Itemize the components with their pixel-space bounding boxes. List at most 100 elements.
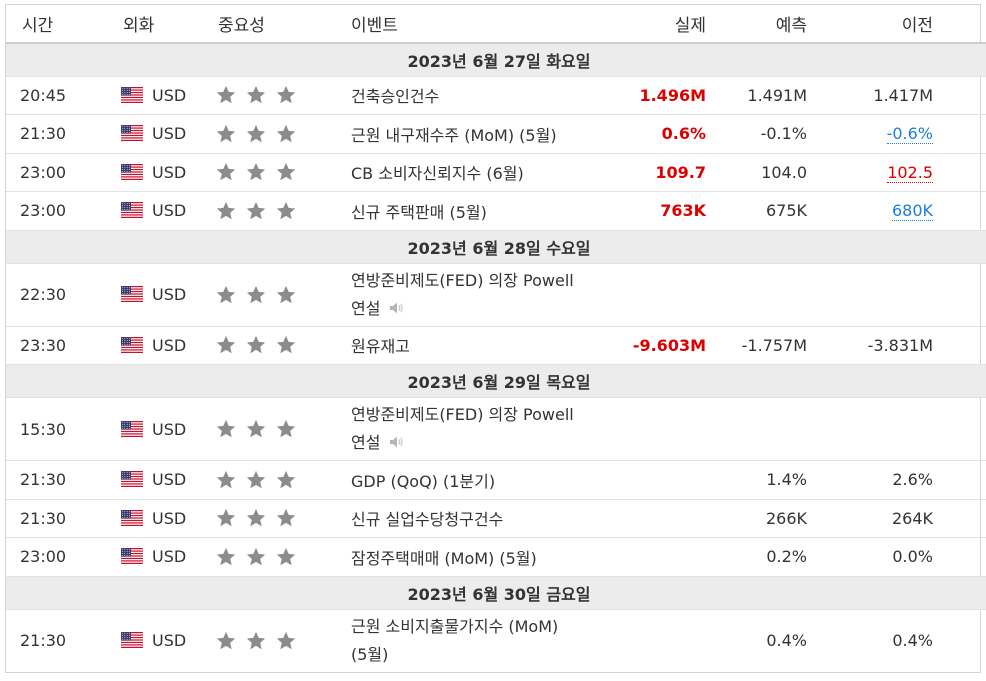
- col-importance-header[interactable]: 중요성: [215, 5, 349, 44]
- speaker-icon: [390, 302, 404, 313]
- event-title-line2[interactable]: 연설: [351, 433, 381, 452]
- event-previous: 0.4%: [809, 608, 935, 672]
- event-actual: [619, 608, 708, 672]
- event-title[interactable]: 잠정주택매매 (MoM) (5월): [351, 548, 537, 568]
- star-icon: [216, 509, 236, 527]
- event-time: 23:00: [6, 537, 117, 576]
- event-previous: [809, 397, 935, 461]
- event-title-line1[interactable]: 연방준비제도(FED) 의장 Powell: [351, 405, 574, 424]
- row-spacer: [935, 75, 986, 115]
- event-title-cell[interactable]: 신규 주택판매 (5월): [349, 191, 619, 230]
- event-time: 23:00: [6, 191, 117, 230]
- us-flag-icon: [121, 548, 143, 565]
- event-title-line2-wrap: (5월): [351, 641, 619, 669]
- event-title-line2[interactable]: 연설: [351, 298, 381, 318]
- event-row[interactable]: 23:00 USD 잠정주택매매 (MoM) (5월) 0.2% 0.0%: [6, 537, 986, 576]
- col-forecast-header[interactable]: 예측: [708, 5, 809, 44]
- star-icon: [216, 547, 236, 565]
- event-row[interactable]: 20:45 USD 건축승인건수 1.496M 1.491M 1.417M: [6, 75, 986, 115]
- event-row[interactable]: 23:00 USD 신규 주택판매 (5월) 763K 675K 680K: [6, 191, 986, 230]
- event-previous: -3.831M: [809, 325, 935, 365]
- event-title-cell[interactable]: GDP (QoQ) (1분기): [349, 460, 619, 499]
- previous-value: 0.4%: [892, 631, 933, 651]
- event-title-line2[interactable]: (5월): [351, 644, 389, 664]
- event-currency: USD: [117, 608, 215, 672]
- date-row: 2023년 6월 27일 화요일: [6, 42, 986, 76]
- event-title-cell[interactable]: 연방준비제도(FED) 의장 Powell 연설: [349, 262, 619, 326]
- event-time: 23:30: [6, 325, 117, 365]
- previous-value: -3.831M: [867, 335, 933, 355]
- event-title-cell[interactable]: 원유재고: [349, 325, 619, 365]
- revised-previous-value[interactable]: -0.6%: [886, 124, 933, 145]
- event-title-cell[interactable]: 근원 소비지출물가지수 (MoM) (5월): [349, 608, 619, 672]
- event-row[interactable]: 15:30 USD 연방준비제도(FED) 의장 Powell 연설: [6, 397, 986, 461]
- revised-previous-value[interactable]: 102.5: [887, 162, 933, 183]
- col-event-header[interactable]: 이벤트: [349, 5, 619, 44]
- col-time-header[interactable]: 시간: [6, 5, 117, 44]
- star-icon: [216, 419, 236, 438]
- event-title-cell[interactable]: 잠정주택매매 (MoM) (5월): [349, 537, 619, 576]
- star-icon: [246, 201, 266, 219]
- event-row[interactable]: 21:30 USD 근원 내구재수주 (MoM) (5월) 0.6% -0.1% -0.6…: [6, 114, 986, 153]
- event-currency: USD: [117, 152, 215, 192]
- actual-value: 109.7: [655, 162, 706, 182]
- event-title[interactable]: 신규 주택판매 (5월): [351, 202, 487, 222]
- col-previous-header[interactable]: 이전: [809, 5, 935, 44]
- col-actual-header[interactable]: 실제: [619, 5, 708, 44]
- star-icon: [276, 547, 296, 565]
- col-currency-header[interactable]: 외화: [117, 5, 215, 44]
- currency-code: USD: [152, 631, 187, 651]
- event-row[interactable]: 22:30 USD 연방준비제도(FED) 의장 Powell 연설: [6, 262, 986, 326]
- event-title-line1[interactable]: 근원 소비지출물가지수 (MoM): [351, 616, 559, 636]
- event-forecast: -1.757M: [708, 325, 809, 365]
- calendar-body: 2023년 6월 27일 화요일 20:45 USD 건축승인건수 1.496M 1.49…: [6, 42, 986, 672]
- us-flag-icon: [121, 471, 143, 488]
- event-actual: 1.496M: [619, 75, 708, 115]
- star-icon: [276, 124, 296, 142]
- event-title[interactable]: CB 소비자신뢰지수 (6월): [351, 164, 524, 184]
- event-forecast: 1.491M: [708, 75, 809, 115]
- previous-value: 264K: [891, 508, 933, 528]
- date-label: 2023년 6월 29일 목요일: [6, 364, 986, 398]
- event-row[interactable]: 21:30 USD GDP (QoQ) (1분기) 1.4% 2.6%: [6, 460, 986, 499]
- previous-value: 1.417M: [873, 85, 933, 105]
- col-spacer: [935, 5, 986, 44]
- date-row: 2023년 6월 30일 금요일: [6, 575, 986, 609]
- row-spacer: [935, 152, 986, 192]
- event-title-cell[interactable]: 근원 내구재수주 (MoM) (5월): [349, 114, 619, 153]
- event-title[interactable]: 건축승인건수: [351, 87, 440, 107]
- event-row[interactable]: 21:30 USD 신규 실업수당청구건수 266K 264K: [6, 498, 986, 538]
- event-title[interactable]: 근원 내구재수주 (MoM) (5월): [351, 125, 557, 145]
- event-row[interactable]: 23:30 USD 원유재고 -9.603M -1.757M -3.831M: [6, 325, 986, 365]
- event-forecast: 675K: [708, 191, 809, 230]
- event-previous: 2.6%: [809, 460, 935, 499]
- event-row[interactable]: 23:00 USD CB 소비자신뢰지수 (6월) 109.7 104.0 102.5: [6, 152, 986, 192]
- currency-code: USD: [152, 470, 187, 490]
- star-icon: [276, 163, 296, 181]
- importance-stars: [215, 75, 349, 115]
- actual-value: 0.6%: [661, 124, 706, 144]
- event-forecast: -0.1%: [708, 114, 809, 153]
- event-title-cell[interactable]: CB 소비자신뢰지수 (6월): [349, 152, 619, 192]
- event-actual: [619, 262, 708, 326]
- event-title-line1[interactable]: 연방준비제도(FED) 의장 Powell: [351, 270, 574, 290]
- revised-previous-value[interactable]: 680K: [891, 201, 933, 222]
- star-icon: [216, 336, 236, 354]
- event-currency: USD: [117, 537, 215, 576]
- event-title-cell[interactable]: 신규 실업수당청구건수: [349, 498, 619, 538]
- event-row[interactable]: 21:30 USD 근원 소비지출물가지수 (MoM) (5월) 0.4% 0.4%: [6, 608, 986, 672]
- row-spacer: [935, 262, 986, 326]
- event-actual: 109.7: [619, 152, 708, 192]
- event-previous: 0.0%: [809, 537, 935, 576]
- event-title-cell[interactable]: 건축승인건수: [349, 75, 619, 115]
- us-flag-icon: [121, 286, 143, 302]
- event-title-cell[interactable]: 연방준비제도(FED) 의장 Powell 연설: [349, 397, 619, 461]
- star-icon: [216, 470, 236, 488]
- star-icon: [276, 201, 296, 219]
- event-title[interactable]: 원유재고: [351, 337, 410, 357]
- star-icon: [246, 509, 266, 527]
- event-title[interactable]: GDP (QoQ) (1분기): [351, 471, 496, 491]
- event-actual: -9.603M: [619, 325, 708, 365]
- event-title[interactable]: 신규 실업수당청구건수: [351, 510, 504, 530]
- event-title-line2-wrap: 연설: [351, 429, 619, 457]
